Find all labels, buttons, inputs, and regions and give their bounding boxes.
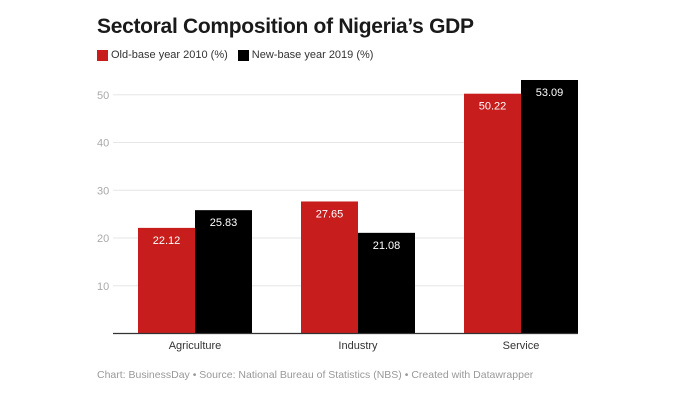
y-tick-label: 20: [97, 233, 109, 245]
legend-label-new-base: New-base year 2019 (%): [251, 49, 374, 61]
y-tick-label: 40: [97, 138, 109, 150]
x-tick-label: Agriculture: [169, 340, 222, 352]
bar: [138, 227, 195, 334]
data-label: 25.83: [210, 217, 238, 229]
bar: [464, 93, 521, 334]
chart-title: Sectoral Composition of Nigeria’s GDP: [97, 15, 474, 38]
bar: [521, 79, 578, 334]
bar: [195, 210, 252, 334]
data-label: 53.09: [536, 87, 564, 99]
bar: [301, 201, 358, 334]
y-tick-label: 50: [97, 90, 109, 102]
chart-footer: Chart: BusinessDay • Source: National Bu…: [97, 369, 534, 381]
legend-swatch-new-base: [237, 49, 249, 61]
bar: [358, 232, 415, 334]
legend-label-old-base: Old-base year 2010 (%): [111, 49, 228, 61]
y-tick-label: 30: [97, 185, 109, 197]
legend-swatch-old-base: [97, 49, 108, 61]
legend-item-old-base: Old-base year 2010 (%): [97, 49, 228, 61]
data-label: 22.12: [153, 235, 181, 247]
data-label: 21.08: [373, 240, 401, 252]
data-label: 50.22: [479, 101, 507, 113]
data-label: 27.65: [316, 208, 344, 220]
legend: Old-base year 2010 (%) New-base year 201…: [97, 49, 383, 61]
x-tick-label: Service: [503, 340, 540, 352]
x-tick-label: Industry: [338, 340, 378, 352]
y-tick-label: 10: [97, 281, 109, 293]
legend-item-new-base: New-base year 2019 (%): [237, 49, 374, 61]
